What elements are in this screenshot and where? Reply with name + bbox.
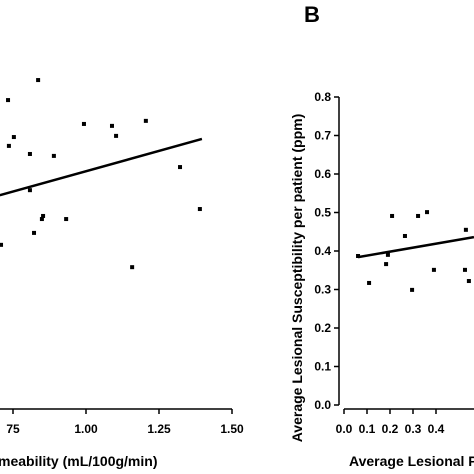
y-tick-label: 0.1 [314, 360, 331, 374]
point [410, 287, 415, 292]
x-axis-label: Average Lesional Pe [349, 453, 474, 469]
point [41, 213, 46, 218]
point [390, 213, 395, 218]
point [11, 135, 16, 140]
point [178, 165, 183, 170]
point [81, 121, 86, 126]
fit-line [357, 235, 474, 259]
y-tick-label: 0.6 [314, 167, 331, 181]
point [463, 227, 468, 232]
point [197, 207, 202, 212]
y-tick-label: 0.4 [314, 244, 331, 258]
fit-line [0, 137, 203, 197]
point [51, 153, 56, 158]
point [130, 265, 135, 270]
x-tick-label: 1.25 [147, 422, 171, 436]
y-tick-label: 0.0 [314, 398, 331, 412]
y-tick-label: 0.7 [314, 129, 331, 143]
x-axis-label: meability (mL/100g/min) [0, 453, 157, 469]
point [6, 98, 11, 103]
point [32, 230, 37, 235]
point [425, 210, 430, 215]
point [402, 233, 407, 238]
x-tick-label: 1.50 [220, 422, 244, 436]
point [385, 252, 390, 257]
point [6, 143, 11, 148]
x-tick-label: 0.0 [336, 422, 353, 436]
point [462, 267, 467, 272]
point [114, 133, 119, 138]
point [384, 262, 389, 267]
point [143, 118, 148, 123]
point [36, 78, 41, 83]
point [109, 123, 114, 128]
point [39, 217, 44, 222]
point [27, 151, 32, 156]
y-tick-label: 0.8 [314, 90, 331, 104]
y-axis-label: Average Lesional Susceptibility per pati… [289, 114, 305, 443]
x-tick-label: 0.2 [382, 422, 399, 436]
x-tick-label: 1.00 [74, 422, 98, 436]
point [27, 188, 32, 193]
x-tick-label: 0.3 [405, 422, 422, 436]
point [64, 217, 69, 222]
x-tick-label: 75 [6, 422, 20, 436]
y-tick-label: 0.3 [314, 283, 331, 297]
panel-label: B [304, 2, 320, 27]
y-tick-label: 0.5 [314, 206, 331, 220]
point [0, 242, 4, 247]
x-tick-label: 0.1 [359, 422, 376, 436]
point [431, 267, 436, 272]
point [416, 213, 421, 218]
y-tick-label: 0.2 [314, 321, 331, 335]
point [466, 279, 471, 284]
x-tick-label: 0.4 [428, 422, 445, 436]
point [367, 280, 372, 285]
